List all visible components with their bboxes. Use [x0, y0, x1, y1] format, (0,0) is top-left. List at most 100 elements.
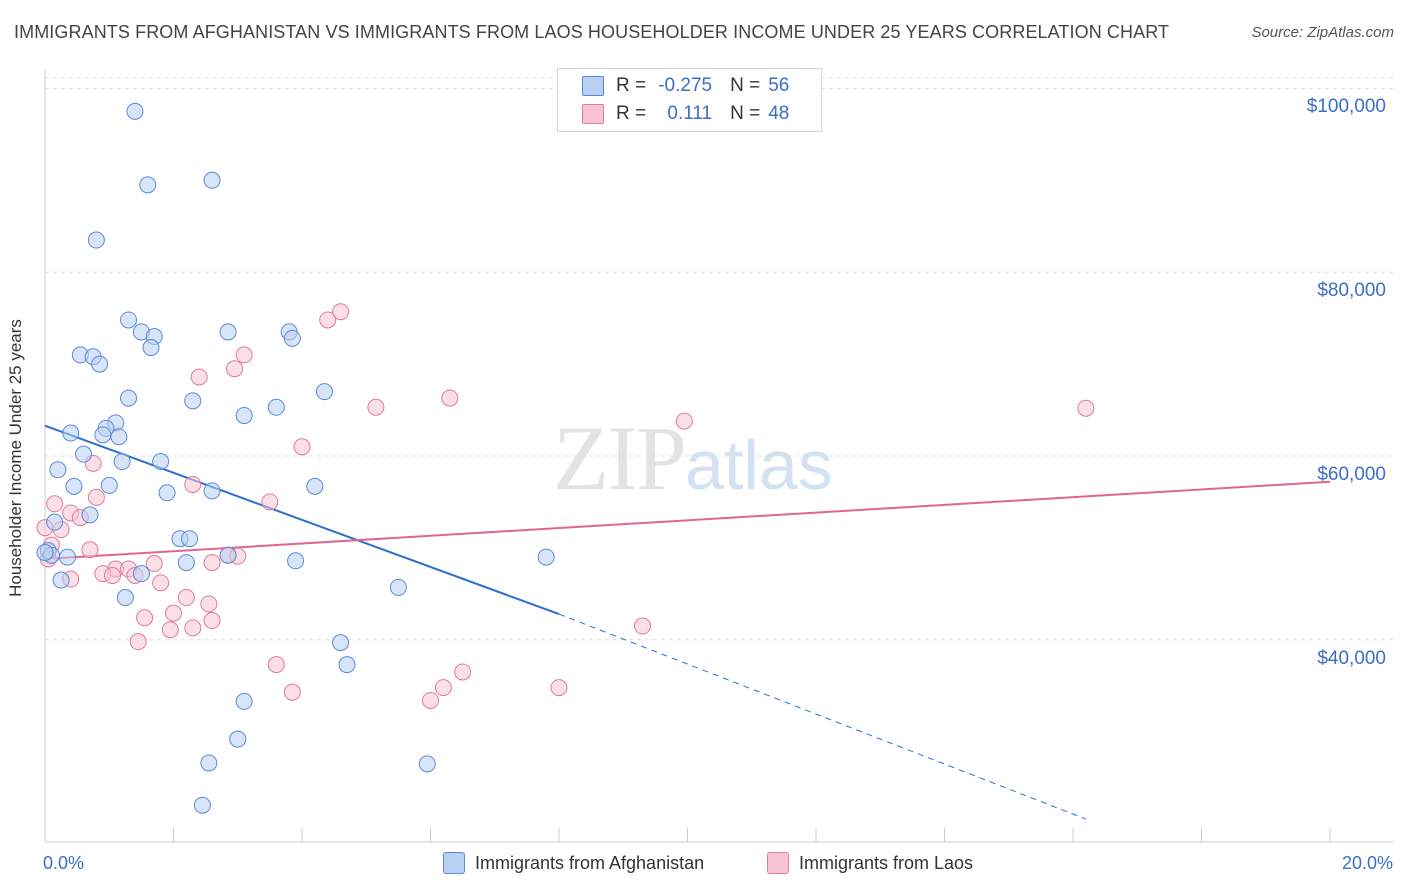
watermark: ZIPatlas	[553, 405, 833, 511]
afghanistan-point	[100, 476, 118, 494]
afghanistan-swatch	[582, 76, 604, 96]
afghanistan-point	[139, 176, 157, 194]
y-tick-label: $100,000	[1306, 96, 1386, 118]
laos-point	[184, 619, 202, 637]
afghanistan-point	[219, 323, 237, 341]
laos-point	[200, 595, 218, 613]
legend-item-laos[interactable]: Immigrants from Laos	[767, 852, 973, 874]
afghanistan-point	[132, 565, 150, 583]
afghanistan-point	[283, 329, 301, 347]
r-value: -0.275	[658, 75, 713, 96]
afghanistan-point	[315, 383, 333, 401]
afghanistan-point	[62, 424, 80, 442]
afghanistan-point	[193, 796, 211, 814]
afghanistan-point	[229, 730, 247, 748]
afghanistan-point	[58, 548, 76, 566]
afghanistan-point	[142, 339, 160, 357]
afghanistan-point	[203, 482, 221, 500]
laos-point	[267, 656, 285, 674]
afghanistan-point	[235, 692, 253, 710]
y-tick-label: $80,000	[1317, 280, 1386, 302]
afghanistan-point	[158, 484, 176, 502]
afghanistan-point	[537, 548, 555, 566]
laos-point	[634, 617, 652, 635]
afghanistan-point	[116, 589, 134, 607]
laos-point	[184, 475, 202, 493]
y-tick-label: $60,000	[1317, 464, 1386, 485]
n-value: 48	[768, 103, 790, 124]
laos-swatch	[582, 104, 604, 124]
afghanistan-point	[120, 311, 138, 329]
afghanistan-point	[36, 544, 54, 561]
afghanistan-point	[306, 477, 324, 495]
laos-point	[152, 574, 170, 592]
laos-point	[550, 679, 568, 697]
y-tick-label: $40,000	[1317, 647, 1386, 669]
laos-point	[367, 398, 385, 416]
y-axis-label: Householder Income Under 25 years	[6, 319, 25, 597]
afghanistan-trend-extension	[558, 613, 1087, 820]
r-label: R =	[616, 75, 647, 96]
afghanistan-point	[332, 634, 350, 652]
afghanistan-point	[177, 554, 195, 572]
laos-point	[1077, 399, 1095, 417]
laos-point	[434, 679, 452, 697]
laos-point	[165, 604, 182, 622]
n-label: N =	[730, 75, 761, 96]
laos-point	[235, 346, 253, 364]
afghanistan-point	[120, 389, 138, 407]
afghanistan-legend-swatch	[443, 852, 465, 874]
trend-lines	[44, 424, 1331, 820]
afghanistan-point	[152, 453, 170, 471]
laos-point	[103, 566, 121, 584]
source-label: Source: ZipAtlas.com	[1251, 24, 1394, 41]
laos-legend-swatch	[767, 852, 789, 874]
afghanistan-point	[389, 578, 407, 596]
afghanistan-point	[94, 426, 112, 444]
laos-point	[203, 554, 221, 572]
laos-trend-line	[44, 480, 1331, 560]
afghanistan-point	[110, 428, 128, 446]
watermark-atlas: atlas	[685, 426, 833, 504]
laos-point	[129, 633, 147, 651]
afghanistan-point	[200, 754, 218, 772]
laos-point	[293, 438, 311, 456]
afghanistan-point	[181, 530, 199, 548]
afghanistan-point	[126, 102, 144, 120]
afghanistan-point	[235, 407, 253, 425]
afghanistan-point	[91, 355, 109, 373]
afghanistan-point	[219, 546, 237, 564]
afghanistan-point	[113, 453, 131, 471]
n-label: N =	[730, 103, 761, 124]
afghanistan-point	[203, 171, 221, 189]
afghanistan-point	[267, 398, 285, 416]
laos-point	[177, 589, 195, 607]
afghanistan-point	[418, 755, 436, 773]
afghanistan-point	[52, 571, 70, 589]
laos-point	[283, 683, 301, 701]
afghanistan-point	[49, 461, 67, 479]
afghanistan-legend-label: Immigrants from Afghanistan	[475, 852, 705, 873]
afghanistan-trend-line	[44, 424, 560, 616]
afghanistan-point	[46, 513, 64, 531]
laos-point	[319, 311, 337, 329]
afghanistan-point	[184, 392, 202, 410]
axes	[44, 70, 1393, 843]
afghanistan-point	[338, 656, 356, 674]
laos-legend-label: Immigrants from Laos	[799, 852, 974, 873]
x-tick-label-min: 0.0%	[43, 853, 85, 873]
laos-point	[87, 488, 105, 506]
n-value: 56	[768, 75, 790, 96]
legend-row-laos: R = 0.111 N = 48	[582, 101, 789, 127]
watermark-zip: ZIP	[553, 407, 687, 509]
legend-item-afghanistan[interactable]: Immigrants from Afghanistan	[443, 852, 704, 874]
laos-point	[145, 555, 163, 573]
laos-point	[161, 621, 179, 639]
laos-point	[190, 368, 208, 386]
laos-point	[332, 303, 350, 321]
laos-point	[441, 389, 459, 407]
laos-point	[454, 663, 472, 681]
chart-title: IMMIGRANTS FROM AFGHANISTAN VS IMMIGRANT…	[14, 22, 1170, 42]
afghanistan-point	[75, 445, 93, 463]
